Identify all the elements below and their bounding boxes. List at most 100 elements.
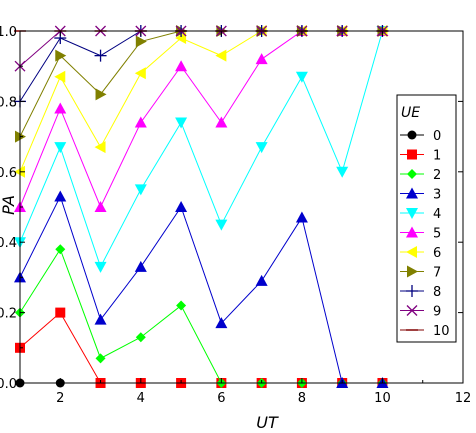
x-tick-label: 10 bbox=[374, 391, 391, 406]
series-line-2 bbox=[19, 248, 383, 384]
data-point-4 bbox=[54, 142, 67, 154]
x-tick-label: 4 bbox=[137, 391, 145, 406]
data-point-3 bbox=[175, 201, 188, 212]
legend-marker bbox=[407, 130, 417, 140]
y-tick-label: 0.0 bbox=[0, 377, 17, 392]
data-point-3 bbox=[94, 313, 107, 325]
legend-title: UE bbox=[401, 105, 420, 121]
data-point-7 bbox=[95, 88, 107, 101]
legend-label: 7 bbox=[433, 266, 441, 281]
legend-label: 10 bbox=[433, 324, 450, 339]
legend-label: 1 bbox=[433, 149, 441, 164]
data-point-5 bbox=[54, 102, 67, 114]
legend-label: 6 bbox=[433, 246, 441, 261]
legend-item-2: 2 bbox=[400, 168, 441, 183]
data-point-6 bbox=[54, 70, 66, 83]
data-point-6 bbox=[175, 32, 187, 45]
series-3 bbox=[14, 190, 389, 388]
data-point-5 bbox=[134, 116, 147, 128]
x-tick-label: 6 bbox=[217, 391, 225, 406]
y-axis-title: PA bbox=[0, 195, 18, 215]
data-point-8 bbox=[94, 49, 107, 62]
legend-marker bbox=[406, 187, 418, 199]
data-point-4 bbox=[295, 71, 308, 83]
data-point-3 bbox=[54, 190, 67, 202]
data-point-4 bbox=[215, 219, 228, 231]
data-point-1 bbox=[55, 307, 66, 318]
x-axis-title: UT bbox=[256, 413, 279, 432]
legend-marker bbox=[406, 305, 418, 316]
legend-label: 8 bbox=[433, 285, 441, 300]
data-point-4 bbox=[134, 184, 147, 196]
legend-marker bbox=[406, 226, 418, 238]
legend-item-1: 1 bbox=[400, 149, 441, 164]
data-point-2 bbox=[176, 300, 187, 311]
series-9 bbox=[14, 25, 388, 72]
legend-item-10: 10 bbox=[400, 324, 450, 339]
data-point-7 bbox=[135, 35, 147, 48]
legend-item-6: 6 bbox=[400, 246, 441, 261]
series-line-8 bbox=[19, 30, 383, 102]
axes: 2 4 6 8 10 120.00.20.40.60.81.0 bbox=[0, 25, 471, 406]
legend-label: 2 bbox=[433, 168, 441, 183]
series-5 bbox=[14, 25, 389, 212]
legend-label: 0 bbox=[433, 129, 441, 144]
legend-item-0: 0 bbox=[400, 129, 441, 144]
data-point-5 bbox=[215, 116, 228, 128]
series-6 bbox=[14, 25, 388, 178]
series-line-3 bbox=[19, 195, 383, 384]
x-tick-label: 8 bbox=[298, 391, 306, 406]
data-point-4 bbox=[255, 142, 268, 154]
x-tick-label: 2 bbox=[56, 391, 64, 406]
legend-item-5: 5 bbox=[400, 226, 441, 242]
data-point-6 bbox=[215, 49, 227, 62]
legend-marker bbox=[407, 149, 417, 160]
legend: UE 0 1 2 3 4 5 6 7 8 9 10 bbox=[396, 94, 457, 343]
legend-label: 5 bbox=[433, 227, 441, 242]
y-tick-label: 0.8 bbox=[0, 95, 17, 110]
data-point-2 bbox=[55, 244, 66, 255]
series-layer bbox=[14, 25, 389, 388]
data-point-2 bbox=[95, 353, 106, 364]
series-1 bbox=[15, 307, 388, 388]
data-point-4 bbox=[175, 117, 188, 129]
legend-item-9: 9 bbox=[400, 305, 441, 320]
data-point-6 bbox=[134, 67, 146, 80]
legend-label: 4 bbox=[433, 207, 441, 222]
data-point-5 bbox=[255, 53, 268, 65]
legend-marker bbox=[406, 285, 418, 297]
series-line-9 bbox=[19, 30, 383, 67]
series-line-6 bbox=[19, 30, 383, 172]
legend-label: 9 bbox=[433, 305, 441, 320]
data-point-7 bbox=[55, 49, 67, 62]
series-4 bbox=[14, 26, 389, 273]
data-point-4 bbox=[94, 261, 107, 273]
legend-marker bbox=[407, 265, 418, 278]
data-point-5 bbox=[175, 60, 188, 72]
y-tick-label: 0.6 bbox=[0, 166, 17, 181]
x-tick-label: 12 bbox=[455, 391, 472, 406]
legend-label: 3 bbox=[433, 188, 441, 203]
series-line-5 bbox=[19, 30, 383, 209]
legend-item-7: 7 bbox=[400, 265, 441, 281]
legend-item-4: 4 bbox=[400, 207, 441, 222]
data-point-3 bbox=[295, 211, 308, 223]
y-tick-label: 1.0 bbox=[0, 25, 17, 40]
data-point-5 bbox=[94, 201, 107, 212]
data-point-6 bbox=[94, 141, 106, 154]
series-line-4 bbox=[19, 30, 383, 269]
data-point-3 bbox=[255, 274, 268, 286]
data-point-2 bbox=[135, 332, 146, 343]
legend-marker bbox=[406, 208, 418, 219]
data-point-3 bbox=[215, 317, 228, 329]
legend-marker bbox=[406, 246, 417, 258]
y-tick-label: 0.2 bbox=[0, 307, 17, 322]
legend-item-3: 3 bbox=[400, 187, 441, 203]
y-tick-label: 0.4 bbox=[0, 236, 17, 251]
data-point-4 bbox=[336, 166, 349, 178]
data-point-3 bbox=[134, 260, 147, 272]
legend-item-8: 8 bbox=[400, 285, 441, 300]
legend-box bbox=[396, 94, 457, 343]
legend-marker bbox=[407, 169, 417, 179]
